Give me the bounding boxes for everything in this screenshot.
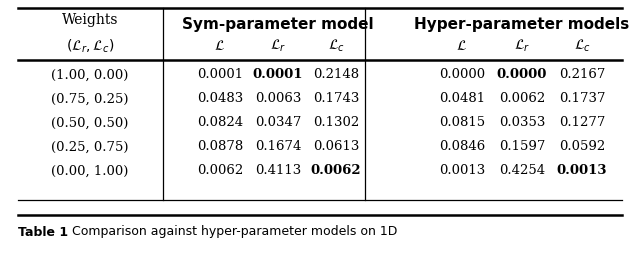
Text: 0.2148: 0.2148	[313, 69, 359, 82]
Text: 0.1597: 0.1597	[499, 140, 545, 153]
Text: 0.1277: 0.1277	[559, 117, 605, 130]
Text: $\mathcal{L}_r$: $\mathcal{L}_r$	[514, 38, 530, 54]
Text: 0.0013: 0.0013	[557, 165, 607, 178]
Text: 0.0824: 0.0824	[197, 117, 243, 130]
Text: 0.1737: 0.1737	[559, 92, 605, 105]
Text: 0.1743: 0.1743	[313, 92, 359, 105]
Text: 0.0000: 0.0000	[439, 69, 485, 82]
Text: $\mathcal{L}$: $\mathcal{L}$	[456, 39, 468, 53]
Text: 0.1302: 0.1302	[313, 117, 359, 130]
Text: 0.4254: 0.4254	[499, 165, 545, 178]
Text: 0.0062: 0.0062	[310, 165, 362, 178]
Text: (1.00, 0.00): (1.00, 0.00)	[51, 69, 129, 82]
Text: 0.0062: 0.0062	[197, 165, 243, 178]
Text: 0.0001: 0.0001	[197, 69, 243, 82]
Text: 0.2167: 0.2167	[559, 69, 605, 82]
Text: 0.0592: 0.0592	[559, 140, 605, 153]
Text: $\mathcal{L}_c$: $\mathcal{L}_c$	[573, 38, 591, 54]
Text: (0.00, 1.00): (0.00, 1.00)	[51, 165, 129, 178]
Text: Table 1: Table 1	[18, 226, 68, 239]
Text: (0.75, 0.25): (0.75, 0.25)	[51, 92, 129, 105]
Text: (0.25, 0.75): (0.25, 0.75)	[51, 140, 129, 153]
Text: 0.0001: 0.0001	[253, 69, 303, 82]
Text: 0.0062: 0.0062	[499, 92, 545, 105]
Text: 0.0063: 0.0063	[255, 92, 301, 105]
Text: $\mathcal{L}$: $\mathcal{L}$	[214, 39, 225, 53]
Text: 0.0013: 0.0013	[439, 165, 485, 178]
Text: 0.0613: 0.0613	[313, 140, 359, 153]
Text: 0.0353: 0.0353	[499, 117, 545, 130]
Text: 0.4113: 0.4113	[255, 165, 301, 178]
Text: $(\mathcal{L}_r, \mathcal{L}_c)$: $(\mathcal{L}_r, \mathcal{L}_c)$	[66, 37, 114, 55]
Text: 0.0481: 0.0481	[439, 92, 485, 105]
Text: (0.50, 0.50): (0.50, 0.50)	[51, 117, 129, 130]
Text: 0.0815: 0.0815	[439, 117, 485, 130]
Text: 0.0878: 0.0878	[197, 140, 243, 153]
Text: Comparison against hyper-parameter models on 1D: Comparison against hyper-parameter model…	[60, 226, 397, 239]
Text: 0.0483: 0.0483	[197, 92, 243, 105]
Text: $\mathcal{L}_c$: $\mathcal{L}_c$	[328, 38, 344, 54]
Text: Sym-parameter model: Sym-parameter model	[182, 17, 374, 31]
Text: $\mathcal{L}_r$: $\mathcal{L}_r$	[270, 38, 286, 54]
Text: 0.0000: 0.0000	[497, 69, 547, 82]
Text: Weights: Weights	[61, 13, 118, 27]
Text: 0.0347: 0.0347	[255, 117, 301, 130]
Text: 0.0846: 0.0846	[439, 140, 485, 153]
Text: Hyper-parameter models: Hyper-parameter models	[414, 17, 630, 31]
Text: 0.1674: 0.1674	[255, 140, 301, 153]
